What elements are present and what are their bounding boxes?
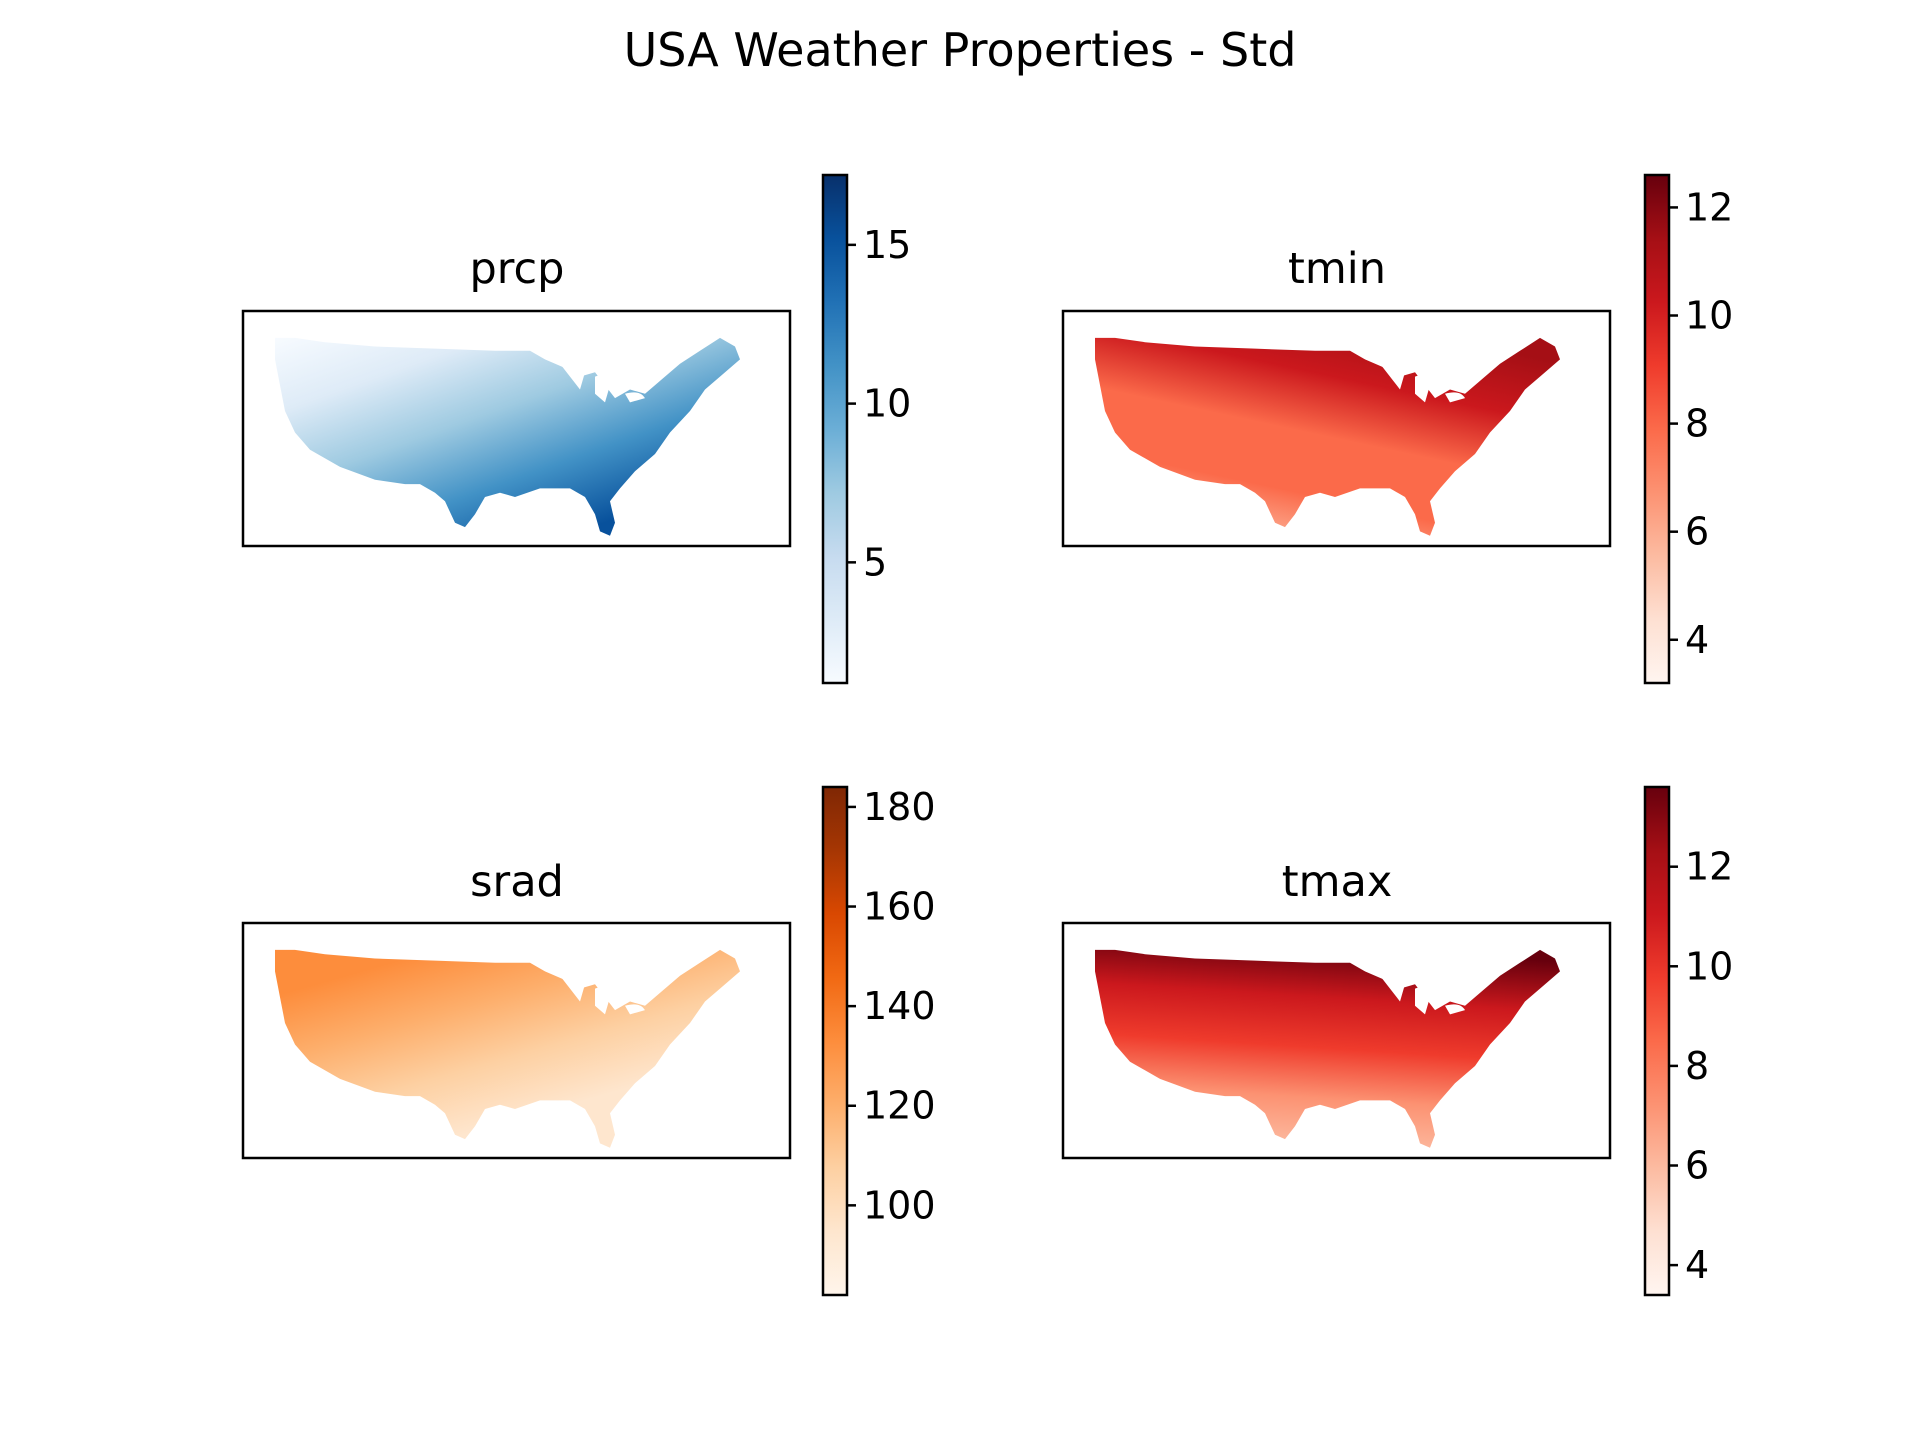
- panel-title-prcp: prcp: [470, 244, 565, 294]
- map-frame-srad: [241, 921, 792, 1160]
- colorbar-gradient-tmax: [1643, 785, 1671, 1297]
- colorbar-tmax: 4 6 8 10 12: [1643, 785, 1733, 1297]
- map-frame-tmin: [1061, 309, 1612, 548]
- panel-prcp: prcp 5 10 15: [241, 173, 911, 685]
- map-frame-tmax: [1061, 921, 1612, 1160]
- colorbar-gradient-tmin: [1643, 173, 1671, 685]
- colorbar-tick-label-prcp: 15: [863, 223, 911, 267]
- usa-map-srad: [275, 949, 740, 1148]
- colorbar-srad: 100 120 140 160 180: [821, 785, 936, 1297]
- colorbar-gradient-prcp: [821, 173, 849, 685]
- colorbar-tick-label-srad: 180: [863, 785, 936, 829]
- panel-tmin: tmin 4 6 8 10 12: [1061, 173, 1733, 685]
- colorbar-tick-label-tmin: 6: [1685, 510, 1709, 554]
- colorbar-prcp: 5 10 15: [821, 173, 911, 685]
- colorbar-tick-label-tmax: 8: [1685, 1044, 1709, 1088]
- figure-title: USA Weather Properties - Std: [624, 23, 1297, 77]
- map-frame-prcp: [241, 309, 792, 548]
- colorbar-tick-label-srad: 100: [863, 1183, 936, 1227]
- panel-title-tmax: tmax: [1282, 857, 1393, 907]
- colorbar-tick-label-srad: 120: [863, 1084, 936, 1128]
- colorbar-tick-label-tmax: 12: [1685, 845, 1733, 889]
- colorbar-tick-label-tmin: 8: [1685, 402, 1709, 446]
- colorbar-gradient-srad: [821, 785, 849, 1297]
- usa-map-prcp: [275, 337, 740, 536]
- panel-title-srad: srad: [470, 857, 564, 907]
- map-srad: [275, 949, 740, 1148]
- colorbar-tick-label-prcp: 5: [863, 540, 887, 584]
- colorbar-tick-label-tmax: 10: [1685, 944, 1733, 988]
- colorbar-tick-label-srad: 140: [863, 984, 936, 1028]
- colorbar-tick-label-tmax: 6: [1685, 1144, 1709, 1188]
- usa-map-tmin: [1095, 337, 1560, 536]
- panel-tmax: tmax 4 6 8 10 12: [1061, 785, 1733, 1297]
- map-tmin: [1095, 337, 1560, 536]
- colorbar-tick-label-tmin: 12: [1685, 185, 1733, 229]
- map-prcp: [275, 337, 740, 536]
- usa-map-tmax: [1095, 949, 1560, 1148]
- colorbar-tick-label-tmin: 4: [1685, 618, 1709, 662]
- panel-title-tmin: tmin: [1288, 244, 1386, 294]
- panel-srad: srad 100 120 140 160 180: [241, 785, 936, 1297]
- colorbar-tick-label-tmin: 10: [1685, 294, 1733, 338]
- colorbar-tick-label-prcp: 10: [863, 382, 911, 426]
- colorbar-tick-label-srad: 160: [863, 885, 936, 929]
- map-tmax: [1095, 949, 1560, 1148]
- colorbar-tick-label-tmax: 4: [1685, 1243, 1709, 1287]
- colorbar-tmin: 4 6 8 10 12: [1643, 173, 1733, 685]
